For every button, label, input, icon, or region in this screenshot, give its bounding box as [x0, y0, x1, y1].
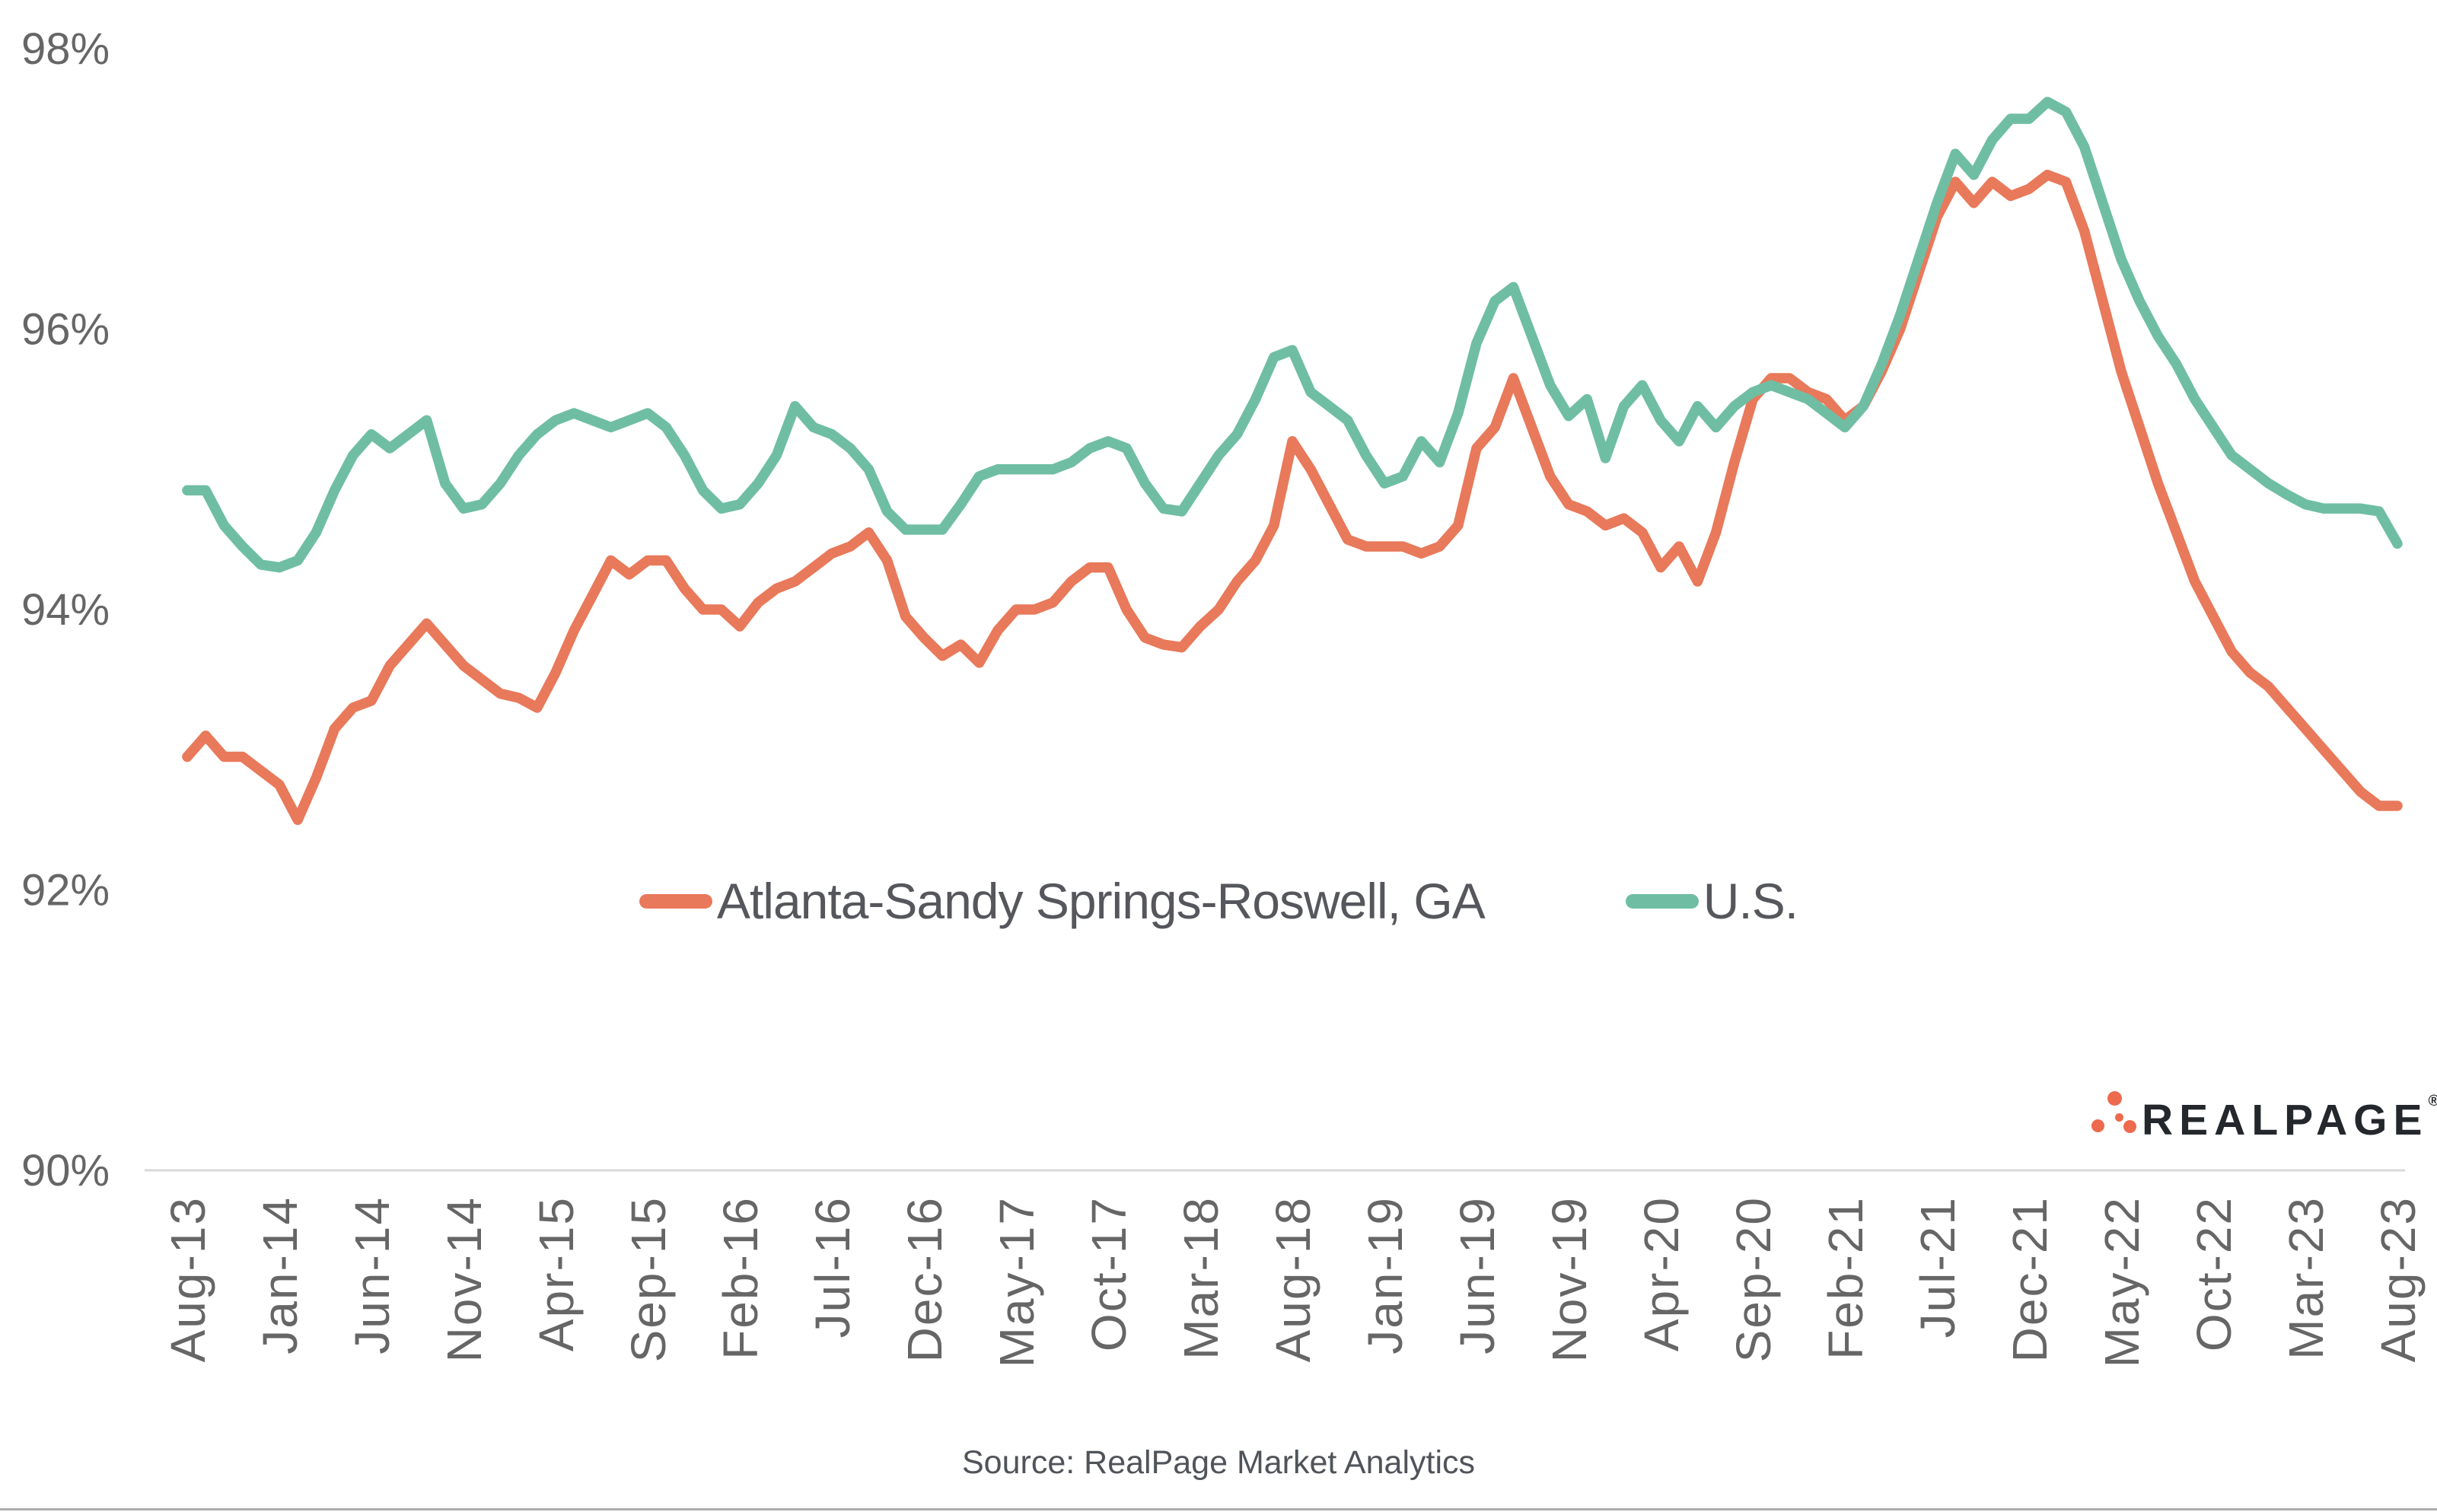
x-axis-label: May-17	[989, 1196, 1044, 1367]
series-line-us	[182, 97, 2403, 573]
legend-item-atlanta: Atlanta-Sandy Springs-Roswell, GA	[639, 872, 1486, 930]
logo-dot-icon	[2107, 1091, 2122, 1106]
x-axis-label: Nov-14	[437, 1196, 492, 1362]
x-axis-label: Apr-20	[1634, 1196, 1689, 1351]
x-axis-label: Sep-15	[621, 1196, 676, 1362]
x-axis-label: Jul-16	[805, 1196, 860, 1338]
x-axis-label: Mar-18	[1174, 1196, 1228, 1360]
x-axis-label: Oct-17	[1082, 1196, 1136, 1351]
x-axis-label: Dec-21	[2002, 1196, 2057, 1362]
y-axis-label: 94%	[21, 585, 110, 635]
source-attribution: Source: RealPage Market Analytics	[962, 1444, 1475, 1481]
registered-mark: ®	[2428, 1093, 2437, 1109]
x-axis-label: Aug-18	[1266, 1196, 1320, 1362]
x-axis-label: Jan-19	[1358, 1196, 1413, 1354]
logo-dot-icon	[2123, 1120, 2136, 1133]
legend-label-us: U.S.	[1703, 873, 1798, 929]
logo-dot-icon	[2115, 1113, 2123, 1122]
x-axis-label: Feb-16	[713, 1196, 768, 1360]
x-axis-label: Mar-23	[2279, 1196, 2333, 1360]
chart-legend: Atlanta-Sandy Springs-Roswell, GA U.S.	[0, 872, 2437, 930]
y-axis-label: 90%	[21, 1146, 110, 1195]
legend-swatch-atlanta	[639, 893, 712, 909]
series-line-atlanta	[182, 170, 2403, 826]
y-axis-label: 96%	[21, 305, 110, 355]
realpage-logo: REALPAGE®	[2091, 1088, 2437, 1146]
x-axis-label: Dec-16	[897, 1196, 952, 1362]
x-axis-label: Feb-21	[1818, 1196, 1873, 1360]
x-axis-label: Jun-14	[345, 1196, 400, 1354]
x-axis-label: Aug-13	[161, 1196, 215, 1362]
x-axis-label: Oct-22	[2187, 1196, 2241, 1351]
x-axis-label: Jun-19	[1450, 1196, 1505, 1354]
y-axis-label: 92%	[21, 866, 110, 915]
x-axis-label: Jul-21	[1910, 1196, 1965, 1338]
logo-dot-icon	[2091, 1119, 2104, 1132]
x-axis-label: Jan-14	[253, 1196, 307, 1354]
legend-item-us: U.S.	[1625, 872, 1798, 930]
x-axis-label: Nov-19	[1542, 1196, 1597, 1362]
x-axis-label: Apr-15	[529, 1196, 584, 1351]
legend-swatch-us	[1625, 893, 1699, 909]
legend-label-atlanta: Atlanta-Sandy Springs-Roswell, GA	[716, 873, 1486, 929]
x-axis-label: Sep-20	[1726, 1196, 1781, 1362]
y-axis-label: 98%	[21, 24, 110, 74]
x-axis-label: Aug-23	[2371, 1196, 2426, 1362]
page-bottom-border	[0, 1508, 2437, 1510]
logo-wordmark: REALPAGE®	[2142, 1093, 2437, 1145]
x-axis-label: May-22	[2095, 1196, 2149, 1367]
